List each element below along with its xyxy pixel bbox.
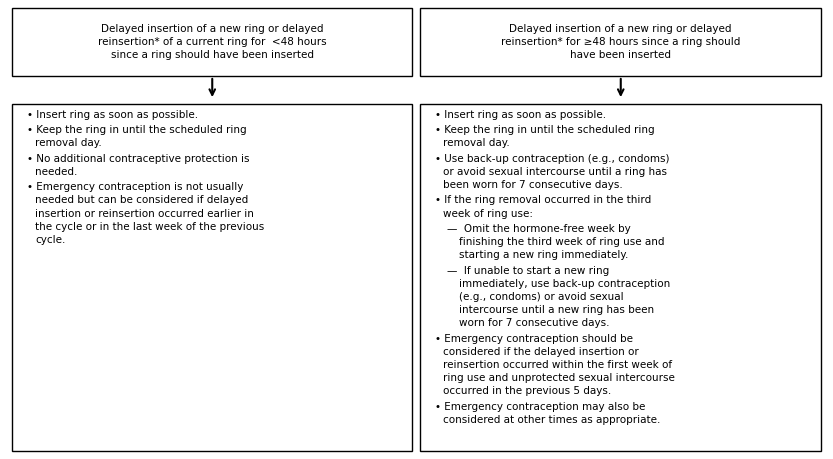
Text: • Emergency contraception is not usually: • Emergency contraception is not usually [27,182,243,192]
Text: been worn for 7 consecutive days.: been worn for 7 consecutive days. [443,180,623,190]
Text: starting a new ring immediately.: starting a new ring immediately. [460,250,629,260]
Text: considered if the delayed insertion or: considered if the delayed insertion or [443,347,639,357]
Text: removal day.: removal day. [443,139,511,148]
Text: needed but can be considered if delayed: needed but can be considered if delayed [35,196,248,206]
Text: immediately, use back-up contraception: immediately, use back-up contraception [460,279,671,289]
Text: Delayed insertion of a new ring or delayed
reinsertion* for ≥48 hours since a ri: Delayed insertion of a new ring or delay… [501,24,741,60]
Bar [421,8,821,76]
Text: Delayed insertion of a new ring or delayed
reinsertion* of a current ring for  <: Delayed insertion of a new ring or delay… [98,24,327,60]
Text: reinsertion occurred within the first week of: reinsertion occurred within the first we… [443,360,672,370]
Text: needed.: needed. [35,167,77,177]
Text: week of ring use:: week of ring use: [443,208,533,218]
Text: worn for 7 consecutive days.: worn for 7 consecutive days. [460,319,610,328]
Text: cycle.: cycle. [35,235,65,245]
Text: considered at other times as appropriate.: considered at other times as appropriate… [443,415,661,425]
Bar [421,104,821,451]
Text: insertion or reinsertion occurred earlier in: insertion or reinsertion occurred earlie… [35,208,254,218]
Text: • Emergency contraception should be: • Emergency contraception should be [436,334,634,344]
Text: • Insert ring as soon as possible.: • Insert ring as soon as possible. [27,110,198,120]
Text: • Keep the ring in until the scheduled ring: • Keep the ring in until the scheduled r… [436,125,655,135]
Text: (e.g., condoms) or avoid sexual: (e.g., condoms) or avoid sexual [460,292,624,302]
Text: • No additional contraceptive protection is: • No additional contraceptive protection… [27,154,250,164]
Text: or avoid sexual intercourse until a ring has: or avoid sexual intercourse until a ring… [443,167,667,177]
Text: removal day.: removal day. [35,139,102,148]
Bar [12,104,412,451]
Text: the cycle or in the last week of the previous: the cycle or in the last week of the pre… [35,222,264,232]
Text: • Use back-up contraception (e.g., condoms): • Use back-up contraception (e.g., condo… [436,154,670,164]
Text: • If the ring removal occurred in the third: • If the ring removal occurred in the th… [436,196,651,206]
Text: • Emergency contraception may also be: • Emergency contraception may also be [436,402,646,412]
Text: —  If unable to start a new ring: — If unable to start a new ring [447,266,610,275]
Bar [12,8,412,76]
Text: occurred in the previous 5 days.: occurred in the previous 5 days. [443,386,611,397]
Text: • Insert ring as soon as possible.: • Insert ring as soon as possible. [436,110,606,120]
Text: intercourse until a new ring has been: intercourse until a new ring has been [460,305,655,315]
Text: ring use and unprotected sexual intercourse: ring use and unprotected sexual intercou… [443,373,676,383]
Text: • Keep the ring in until the scheduled ring: • Keep the ring in until the scheduled r… [27,125,247,135]
Text: —  Omit the hormone-free week by: — Omit the hormone-free week by [447,224,631,234]
Text: finishing the third week of ring use and: finishing the third week of ring use and [460,237,665,247]
